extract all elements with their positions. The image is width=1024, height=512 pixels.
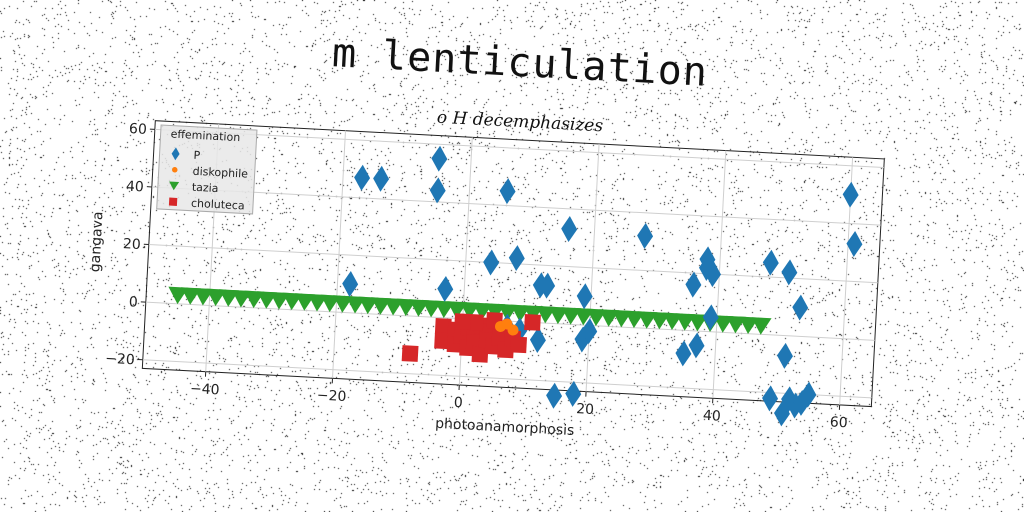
data-point xyxy=(546,382,563,409)
data-point xyxy=(434,332,451,350)
y-axis-label: gangava xyxy=(87,211,106,272)
legend-label: P xyxy=(193,149,201,162)
data-point xyxy=(561,216,578,243)
data-point xyxy=(373,165,390,192)
data-point xyxy=(777,342,793,369)
data-point xyxy=(434,317,452,335)
series-tazia xyxy=(168,286,772,335)
data-point xyxy=(466,313,484,331)
y-tick-label: −20 xyxy=(105,351,135,369)
data-point xyxy=(454,313,472,331)
data-point xyxy=(429,177,446,204)
axis-ticks: −40 −20 0 20 40 60 −20 0 20 40 60 xyxy=(105,121,848,431)
data-point xyxy=(401,345,419,362)
data-point xyxy=(705,261,721,288)
data-point xyxy=(431,145,448,172)
legend-marker-choluteca xyxy=(168,197,178,206)
grid-line-y xyxy=(142,359,872,399)
data-point xyxy=(437,275,454,302)
legend-title: effemination xyxy=(170,128,240,145)
data-point xyxy=(675,340,692,367)
data-marks xyxy=(168,145,863,427)
data-point xyxy=(637,222,654,249)
x-tick-label: −40 xyxy=(190,381,220,399)
data-point xyxy=(581,318,598,345)
x-tick-label: −20 xyxy=(316,388,346,406)
y-tick-label: 40 xyxy=(126,179,145,196)
data-point xyxy=(524,313,541,331)
data-point xyxy=(685,271,702,298)
legend-marker-tazia xyxy=(169,181,180,191)
x-tick-label: 20 xyxy=(576,401,595,418)
x-tick-label: 60 xyxy=(829,414,848,431)
legend-label: tazia xyxy=(192,181,219,195)
legend-label: choluteca xyxy=(191,197,245,213)
data-point xyxy=(698,255,715,281)
data-point xyxy=(762,249,779,276)
x-tick-label: 40 xyxy=(703,408,722,425)
data-point xyxy=(508,245,525,272)
y-tick-label: 60 xyxy=(129,121,148,138)
legend-marker-P xyxy=(171,147,180,161)
data-point xyxy=(846,230,863,257)
data-point xyxy=(529,327,546,353)
grid-line-y xyxy=(151,186,881,226)
data-point xyxy=(342,270,359,297)
data-point xyxy=(539,272,556,299)
legend-marker-diskophile xyxy=(172,167,178,173)
data-point xyxy=(751,317,772,335)
data-point xyxy=(762,385,779,412)
data-point xyxy=(354,164,371,191)
series-P xyxy=(342,145,863,427)
data-point xyxy=(792,294,809,321)
data-point xyxy=(702,304,719,331)
data-point xyxy=(483,249,500,276)
data-point xyxy=(688,332,705,359)
data-point xyxy=(499,178,516,205)
series-diskophile xyxy=(494,318,519,336)
data-point xyxy=(842,181,859,208)
data-point xyxy=(781,259,798,286)
x-tick-label: 0 xyxy=(453,395,463,411)
data-point xyxy=(781,386,798,413)
data-point xyxy=(565,380,582,407)
grid-line-y xyxy=(154,128,884,169)
legend-label: diskophile xyxy=(192,165,248,181)
legend-box xyxy=(156,124,258,215)
data-point xyxy=(576,283,593,310)
data-point xyxy=(507,324,519,336)
data-point xyxy=(510,336,528,354)
y-tick-label: 20 xyxy=(123,236,142,253)
x-axis-label: photoanamorphosis xyxy=(435,416,575,439)
y-tick-label: 0 xyxy=(128,294,138,310)
data-point xyxy=(471,345,489,363)
data-point xyxy=(800,381,817,408)
